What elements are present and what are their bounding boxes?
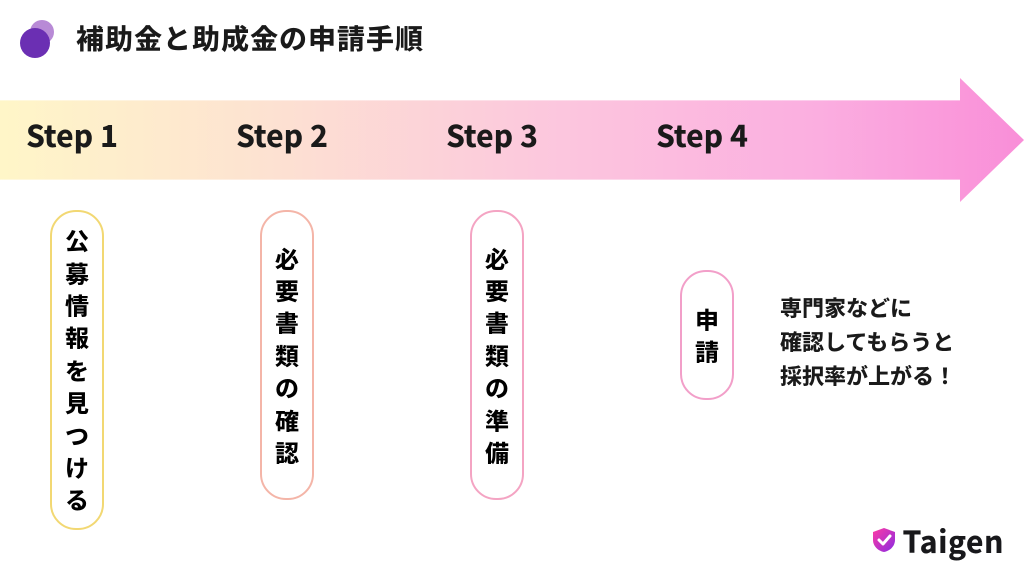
advice-line: 採択率が上がる！ — [780, 358, 956, 392]
pill-char: 必 — [275, 242, 299, 274]
pill-char: 確 — [275, 404, 299, 436]
circle-icon — [20, 28, 50, 58]
pill-char: 書 — [275, 306, 299, 338]
pill-char: を — [65, 354, 89, 386]
pill-char: 情 — [65, 289, 89, 321]
pill-char: 報 — [65, 321, 89, 353]
advice-line: 確認してもらうと — [780, 324, 956, 358]
pill-char: 申 — [695, 303, 719, 335]
advice-note: 専門家などに 確認してもらうと 採択率が上がる！ — [780, 290, 956, 392]
pill-char: 備 — [485, 436, 509, 468]
brand-shield-icon — [871, 527, 897, 553]
pill-char: 認 — [275, 436, 299, 468]
pill-char: 書 — [485, 306, 509, 338]
pill-char: 必 — [485, 242, 509, 274]
pill-char: つ — [65, 419, 89, 451]
pill-char: の — [275, 371, 299, 403]
step-pill-1: 公募情報を見つける — [50, 210, 104, 530]
step-label-3: Step 3 — [446, 112, 656, 162]
pill-char: 類 — [485, 339, 509, 371]
header-logo-circles — [20, 20, 64, 56]
pill-char: 類 — [275, 339, 299, 371]
brand-name: Taigen — [903, 518, 1004, 562]
pill-char: 公 — [65, 224, 89, 256]
step-pill-4: 申請 — [680, 270, 734, 400]
pills-area: 公募情報を見つける 必要書類の確認 必要書類の準備 申請 専門家などに 確認して… — [0, 210, 1024, 540]
steps-row: Step 1 Step 2 Step 3 Step 4 — [0, 112, 1024, 162]
step-pill-3: 必要書類の準備 — [470, 210, 524, 500]
advice-line: 専門家などに — [780, 290, 956, 324]
header: 補助金と助成金の申請手順 — [0, 0, 1024, 68]
step-label-2: Step 2 — [236, 112, 446, 162]
pill-char: 見 — [65, 386, 89, 418]
pill-char: 準 — [485, 404, 509, 436]
pill-char: 要 — [275, 274, 299, 306]
pill-char: る — [65, 483, 89, 515]
page-title: 補助金と助成金の申請手順 — [76, 18, 424, 58]
step-label-4: Step 4 — [656, 112, 866, 162]
pill-char: 請 — [695, 335, 719, 367]
pill-char: の — [485, 371, 509, 403]
pill-char: 募 — [65, 257, 89, 289]
pill-char: 要 — [485, 274, 509, 306]
step-pill-2: 必要書類の確認 — [260, 210, 314, 500]
brand: Taigen — [871, 518, 1004, 562]
step-label-1: Step 1 — [26, 112, 236, 162]
pill-char: け — [65, 451, 89, 483]
